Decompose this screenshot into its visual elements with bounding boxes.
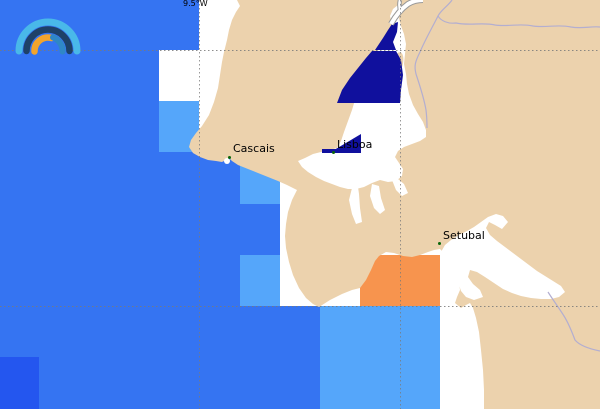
rainbow-logo [15,18,81,55]
tagus-river-ribbon [388,0,424,26]
navy-data-cells [322,22,403,153]
sado-estuary-water [441,214,565,300]
data-cell [320,306,440,409]
river-lines [414,0,600,352]
data-cell [280,306,320,409]
data-cell [240,255,280,306]
data-cell [0,357,39,409]
data-cell [159,50,199,101]
